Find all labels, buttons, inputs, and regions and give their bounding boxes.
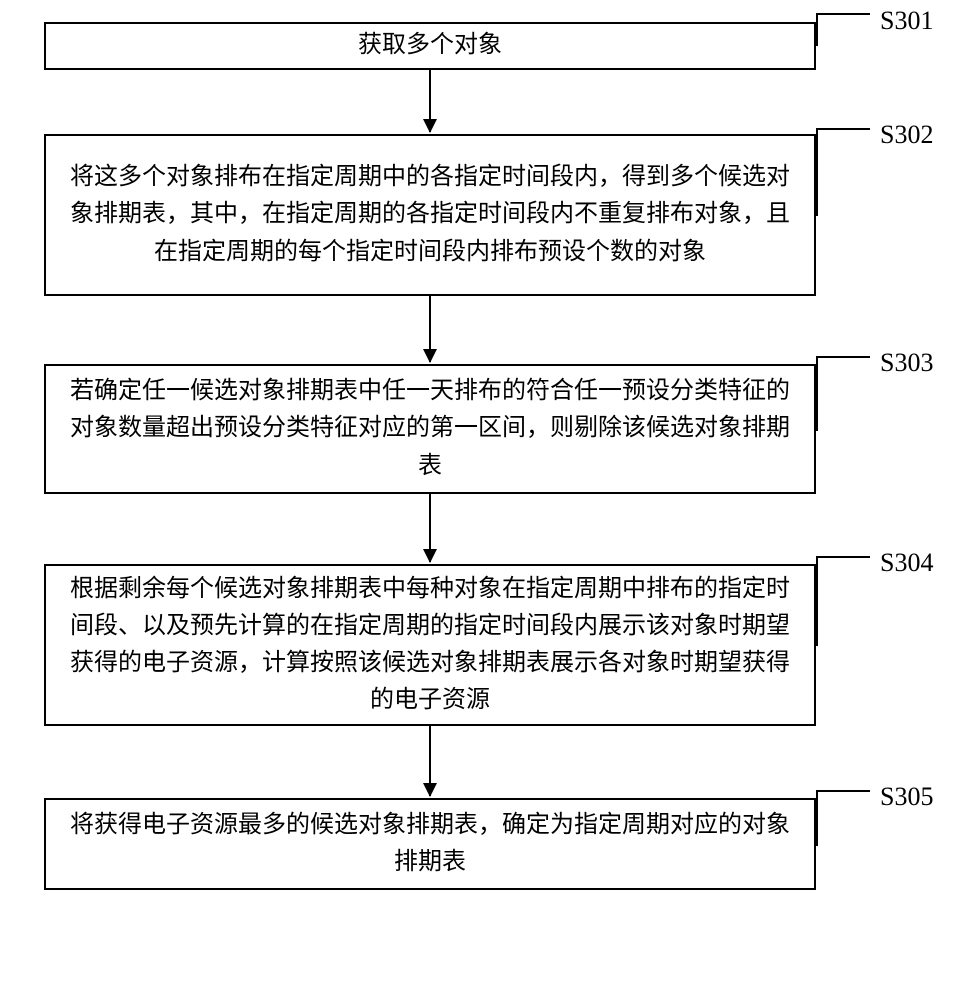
- flowchart-node: 若确定任一候选对象排期表中任一天排布的符合任一预设分类特征的对象数量超出预设分类…: [44, 364, 816, 494]
- step-label: S301: [880, 6, 933, 36]
- node-text: 获取多个对象: [358, 27, 502, 64]
- node-text: 若确定任一候选对象排期表中任一天排布的符合任一预设分类特征的对象数量超出预设分类…: [64, 373, 796, 485]
- arrow-down: [429, 494, 431, 562]
- arrow-down: [429, 70, 431, 132]
- connector-line: [816, 13, 870, 46]
- node-text: 将这多个对象排布在指定周期中的各指定时间段内，得到多个候选对象排期表，其中，在指…: [64, 159, 796, 271]
- flowchart-node: 将获得电子资源最多的候选对象排期表，确定为指定周期对应的对象排期表: [44, 798, 816, 890]
- step-label: S302: [880, 120, 933, 150]
- connector-line: [816, 356, 870, 431]
- flowchart-node: 将这多个对象排布在指定周期中的各指定时间段内，得到多个候选对象排期表，其中，在指…: [44, 134, 816, 296]
- connector-line: [816, 790, 870, 846]
- step-label: S304: [880, 548, 933, 578]
- connector-line: [816, 128, 870, 216]
- arrow-down: [429, 296, 431, 362]
- node-text: 根据剩余每个候选对象排期表中每种对象在指定周期中排布的指定时间段、以及预先计算的…: [64, 571, 796, 720]
- step-label: S305: [880, 782, 933, 812]
- node-text: 将获得电子资源最多的候选对象排期表，确定为指定周期对应的对象排期表: [64, 807, 796, 881]
- arrow-down: [429, 726, 431, 796]
- flowchart-node: 获取多个对象: [44, 22, 816, 70]
- flowchart-container: 获取多个对象 S301 将这多个对象排布在指定周期中的各指定时间段内，得到多个候选对…: [0, 0, 954, 1000]
- step-label: S303: [880, 348, 933, 378]
- connector-line: [816, 556, 870, 646]
- flowchart-node: 根据剩余每个候选对象排期表中每种对象在指定周期中排布的指定时间段、以及预先计算的…: [44, 564, 816, 726]
